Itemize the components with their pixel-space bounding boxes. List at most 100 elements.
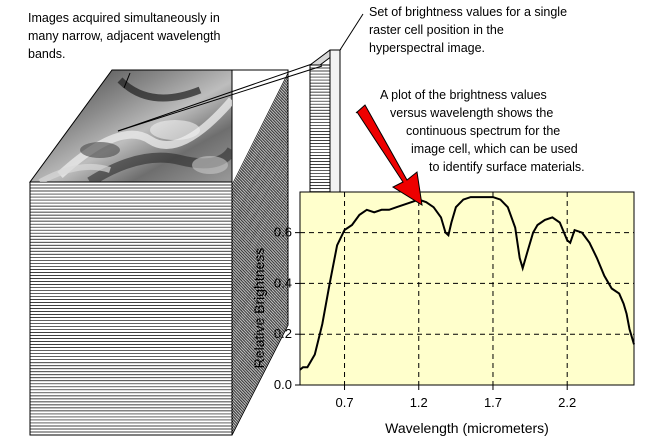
- band-layer-edge: [231, 270, 289, 381]
- band-layer-edge: [231, 191, 289, 303]
- band-layer-edge: [231, 206, 289, 318]
- pixel-callout-lines: [117, 63, 323, 132]
- band-layer-edge: [231, 309, 289, 421]
- band-layer-edge: [231, 267, 289, 378]
- band-layer-edge: [231, 127, 289, 240]
- band-layer-edge: [231, 94, 289, 207]
- band-layer-edge: [231, 121, 289, 234]
- band-layer-edge: [231, 306, 289, 418]
- band-layer-edge: [231, 200, 289, 312]
- band-layer-edge: [231, 315, 289, 427]
- band-layer-edge: [231, 157, 289, 270]
- pixel-note: Set of brightness values for a single ra…: [369, 5, 571, 55]
- band-layer-edge: [231, 142, 289, 255]
- plot-note: A plot of the brightness values versus w…: [380, 88, 585, 174]
- band-layer-edge: [231, 154, 289, 267]
- band-layer-edge: [231, 75, 289, 189]
- band-layer-edge: [231, 248, 289, 360]
- band-layer-edge: [231, 148, 289, 261]
- band-layer-edge: [231, 215, 289, 327]
- y-tick-label: 0.6: [274, 225, 292, 240]
- band-layer-edge: [231, 118, 289, 231]
- x-axis-label: Wavelength (micrometers): [385, 420, 549, 436]
- band-layer-edge: [231, 173, 289, 285]
- band-layer-edge: [231, 279, 289, 390]
- band-layer-edge: [231, 139, 289, 252]
- images-note: Images acquired simultaneously in many n…: [28, 11, 224, 61]
- band-layer-edge: [231, 72, 289, 186]
- band-layer-edge: [231, 179, 289, 291]
- band-layer-edge: [231, 81, 289, 195]
- band-layer-edge: [231, 103, 289, 216]
- band-layer-edge: [231, 163, 289, 276]
- images-note-pointer: [123, 72, 131, 89]
- y-tick-label: 0.2: [274, 326, 292, 341]
- band-layer-edge: [231, 203, 289, 315]
- y-tick-label: 0.0: [274, 377, 292, 392]
- band-layer-edge: [231, 88, 289, 201]
- y-tick-label: 0.4: [274, 275, 292, 290]
- band-layer-edge: [231, 133, 289, 246]
- band-layer-edge: [231, 264, 289, 375]
- band-layer-edge: [231, 300, 289, 412]
- band-layer-edge: [231, 124, 289, 237]
- band-layer-edge: [231, 78, 289, 192]
- band-layer-edge: [231, 136, 289, 249]
- band-layer-edge: [231, 291, 289, 403]
- band-layer-edge: [231, 176, 289, 288]
- band-layer-edge: [231, 100, 289, 213]
- pointer-arrow: [355, 104, 423, 206]
- plot-area: [299, 191, 635, 386]
- x-tick-label: 0.7: [335, 395, 353, 410]
- x-tick-label: 2.2: [558, 395, 576, 410]
- band-layer-edge: [231, 251, 289, 363]
- plot-grid: [300, 192, 634, 385]
- image-cube: [29, 69, 289, 436]
- cube-right-face: [231, 69, 289, 436]
- band-layer-edge: [231, 273, 289, 384]
- band-layer-edge: [231, 227, 289, 339]
- y-axis-ticks: 0.0 0.2 0.4 0.6: [274, 225, 300, 392]
- band-layer-edge: [231, 242, 289, 354]
- band-layer-edge: [231, 194, 289, 306]
- band-layer-edge: [231, 130, 289, 243]
- band-layer-edge: [231, 255, 289, 366]
- band-layer-edge: [231, 245, 289, 357]
- band-layer-edge: [231, 112, 289, 225]
- band-layer-edge: [231, 182, 289, 294]
- band-layer-edge: [231, 145, 289, 258]
- band-layer-edge: [231, 170, 289, 282]
- band-layer-edge: [231, 151, 289, 264]
- band-layer-edge: [231, 239, 289, 351]
- band-layer-edge: [231, 282, 289, 393]
- band-layer-edge: [231, 185, 289, 297]
- x-tick-label: 1.7: [484, 395, 502, 410]
- band-layer-edge: [231, 109, 289, 222]
- band-layer-edge: [231, 221, 289, 333]
- band-layer-edge: [231, 294, 289, 406]
- pixel-note-pointer: [339, 13, 364, 51]
- band-layer-edge: [231, 297, 289, 409]
- band-layer-edge: [231, 106, 289, 219]
- spectrum-line: [299, 196, 635, 371]
- band-layer-edge: [231, 218, 289, 330]
- band-layer-edge: [231, 230, 289, 342]
- band-layer-edge: [231, 209, 289, 321]
- band-layer-edge: [231, 97, 289, 210]
- cube-front-face: [29, 181, 233, 436]
- band-layer-edge: [231, 321, 289, 433]
- band-layer-edge: [231, 188, 289, 300]
- y-axis-label: Relative Brightness: [251, 248, 267, 369]
- band-layer-edge: [231, 276, 289, 387]
- band-layer-edge: [231, 236, 289, 348]
- band-layer-edge: [231, 258, 289, 369]
- band-layer-edge: [231, 312, 289, 424]
- band-layer-edge: [231, 233, 289, 345]
- band-layer-edge: [231, 224, 289, 336]
- band-layer-edge: [231, 197, 289, 309]
- band-layer-edge: [231, 85, 289, 198]
- band-layer-edge: [231, 303, 289, 415]
- spectrum-chart: 0.7 1.2 1.7 2.2 0.0 0.2 0.4 0.6 Wavelength (mi…: [251, 191, 635, 436]
- x-tick-label: 1.2: [410, 395, 428, 410]
